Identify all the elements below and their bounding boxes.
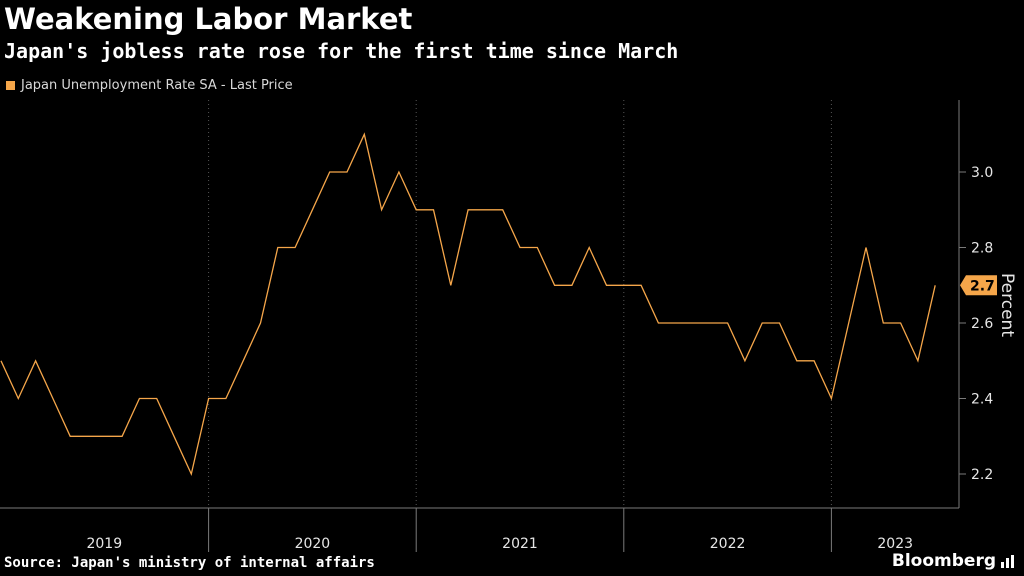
legend-swatch — [6, 81, 15, 90]
series-line — [0, 132, 936, 477]
last-value-badge — [960, 275, 997, 296]
chart-title: Weakening Labor Market — [4, 2, 413, 36]
y-tick-label: 2.6 — [971, 316, 993, 332]
source-note: Source: Japan's ministry of internal aff… — [4, 555, 375, 571]
y-tick-label: 2.8 — [971, 241, 993, 257]
y-tick-label: 3.0 — [971, 165, 993, 181]
x-tick-label: 2019 — [86, 536, 122, 552]
y-tick-label: 2.4 — [971, 392, 993, 408]
chart-subtitle: Japan's jobless rate rose for the first … — [4, 39, 679, 63]
x-tick-label: 2022 — [710, 536, 746, 552]
y-axis-label: Percent — [997, 273, 1017, 337]
x-tick-label: 2021 — [502, 536, 538, 552]
last-value-label: 2.7 — [970, 278, 995, 294]
x-tick-label: 2023 — [877, 536, 913, 552]
y-tick-label: 2.2 — [971, 467, 993, 483]
legend: Japan Unemployment Rate SA - Last Price — [6, 78, 293, 93]
bloomberg-logo-icon — [1001, 555, 1014, 568]
brand-name: Bloomberg — [891, 551, 996, 571]
brand: Bloomberg — [892, 551, 1016, 571]
x-tick-label: 2020 — [295, 536, 331, 552]
legend-label: Japan Unemployment Rate SA - Last Price — [21, 78, 293, 93]
